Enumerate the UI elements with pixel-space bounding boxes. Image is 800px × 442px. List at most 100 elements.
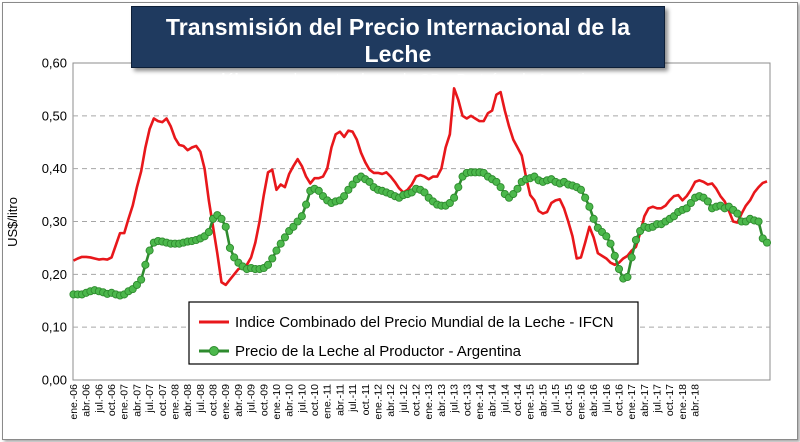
series-point-argentina <box>602 232 611 241</box>
series-point-argentina <box>344 185 353 194</box>
x-tick-label: jul.-09 <box>246 384 258 414</box>
series-point-argentina <box>141 260 150 269</box>
series-point-argentina <box>225 243 235 252</box>
x-tick-label: oct.-13 <box>461 384 473 416</box>
series-point-argentina <box>221 222 230 231</box>
series-point-argentina <box>348 180 357 189</box>
x-tick-label: jul.-06 <box>93 384 105 414</box>
series-point-argentina <box>272 246 281 255</box>
series-point-argentina <box>733 209 742 218</box>
x-tick-label: abr.-07 <box>131 384 143 417</box>
x-tick-label: ene.-18 <box>677 384 689 420</box>
x-tick-label: abr.-10 <box>284 384 296 417</box>
x-tick-label: ene.-07 <box>119 384 131 420</box>
x-tick-label: ene.-06 <box>68 384 80 420</box>
y-tick-label: 0,60 <box>42 56 67 71</box>
series-point-argentina <box>623 272 632 282</box>
series-point-argentina <box>217 214 226 223</box>
x-tick-label: ene.-09 <box>220 384 232 420</box>
x-tick-label: oct.-09 <box>258 384 270 416</box>
y-tick-label: 0,10 <box>42 320 67 335</box>
x-tick-label: abr.-18 <box>690 384 702 417</box>
series-point-argentina <box>365 177 374 186</box>
series-point-argentina <box>450 193 459 202</box>
series-point-argentina <box>606 239 615 248</box>
x-tick-label: jul.-16 <box>601 384 613 414</box>
subtitle-bold: en dólares <box>194 71 270 88</box>
series-point-argentina <box>614 264 624 274</box>
series-point-argentina <box>289 222 298 231</box>
x-tick-label: jul.-11 <box>347 384 359 413</box>
x-tick-label: oct.-07 <box>157 384 169 416</box>
gridlines <box>73 115 770 328</box>
x-tick-label: ene.-12 <box>372 384 384 420</box>
series-point-argentina <box>513 184 522 193</box>
series-group <box>69 87 772 300</box>
x-tick-label: abr.-13 <box>436 384 448 417</box>
subtitle-rest: , sobre estandares de GB y Proteína de A… <box>269 71 611 88</box>
series-point-argentina <box>276 239 285 248</box>
series-point-argentina <box>445 198 454 208</box>
x-tick-label: jul.-07 <box>144 384 156 414</box>
series-point-argentina <box>585 202 594 211</box>
y-tick-label: 0,40 <box>42 161 67 176</box>
series-point-argentina <box>204 228 213 237</box>
title-box: Transmisión del Precio Internacional de … <box>131 6 665 88</box>
series-point-argentina <box>627 253 636 262</box>
series-point-argentina <box>293 217 302 226</box>
series-point-argentina <box>754 217 763 226</box>
x-tick-label: jul.-13 <box>449 384 461 414</box>
series-point-argentina <box>576 185 585 194</box>
x-tick-label: jul.-15 <box>550 384 562 414</box>
x-tick-label: oct.-10 <box>309 384 321 416</box>
series-point-argentina <box>137 275 146 284</box>
x-tick-label: jul.-17 <box>652 384 664 414</box>
x-tick-label: abr.-08 <box>182 384 194 417</box>
x-tick-label: ene.-13 <box>423 384 435 420</box>
series-point-argentina <box>509 189 518 199</box>
legend-label-series2: Precio de la Leche al Productor - Argent… <box>235 343 522 360</box>
series-point-argentina <box>610 251 619 260</box>
x-tick-label: abr.-14 <box>487 384 499 417</box>
series-point-argentina <box>496 183 505 192</box>
x-tick-label: oct.-17 <box>664 384 676 416</box>
subtitle-prefix: - <box>185 71 195 88</box>
x-tick-label: oct.-12 <box>411 384 423 416</box>
y-tick-label: 0,50 <box>42 108 67 123</box>
series-point-argentina <box>340 192 349 201</box>
series-point-argentina <box>230 253 239 262</box>
legend-box <box>188 301 639 365</box>
series-point-argentina <box>302 200 311 209</box>
series-point-argentina <box>280 233 289 242</box>
x-tick-label: oct.-15 <box>563 384 575 416</box>
x-tick-label: jul.-08 <box>195 384 207 414</box>
legend-label-series1: Indice Combinado del Precio Mundial de l… <box>235 314 614 331</box>
series-point-argentina <box>297 212 306 221</box>
x-tick-label: abr.-09 <box>233 384 245 417</box>
series-point-argentina <box>703 197 712 206</box>
legend: Indice Combinado del Precio Mundial de l… <box>188 301 639 365</box>
chart-subtitle: - en dólares, sobre estandares de GB y P… <box>132 71 664 88</box>
x-tick-label: oct.-06 <box>106 384 118 416</box>
y-tick-label: 0,00 <box>42 373 67 388</box>
x-tick-label: ene.-16 <box>575 384 587 420</box>
x-tick-label: ene.-15 <box>525 384 537 420</box>
x-tick-label: oct.-14 <box>512 384 524 416</box>
x-tick-label: abr.-17 <box>639 384 651 417</box>
series-point-argentina <box>762 238 772 247</box>
series-point-argentina <box>314 186 323 195</box>
series-point-argentina <box>589 214 598 223</box>
series-point-argentina <box>631 235 640 245</box>
y-tick-label: 0,20 <box>42 267 67 282</box>
y-axis-ticks: 0,00 0,10 0,20 0,30 0,40 0,50 0,60 <box>42 56 67 388</box>
series-point-argentina <box>420 188 429 197</box>
x-tick-label: abr.-15 <box>537 384 549 417</box>
series-point-argentina <box>581 193 590 202</box>
x-tick-label: abr.-11 <box>334 384 346 416</box>
series-point-argentina <box>682 204 691 213</box>
x-tick-label: jul.-14 <box>499 384 511 414</box>
y-tick-label: 0,30 <box>42 214 67 229</box>
series-point-argentina <box>268 254 277 263</box>
x-tick-label: jul.-10 <box>296 384 308 414</box>
